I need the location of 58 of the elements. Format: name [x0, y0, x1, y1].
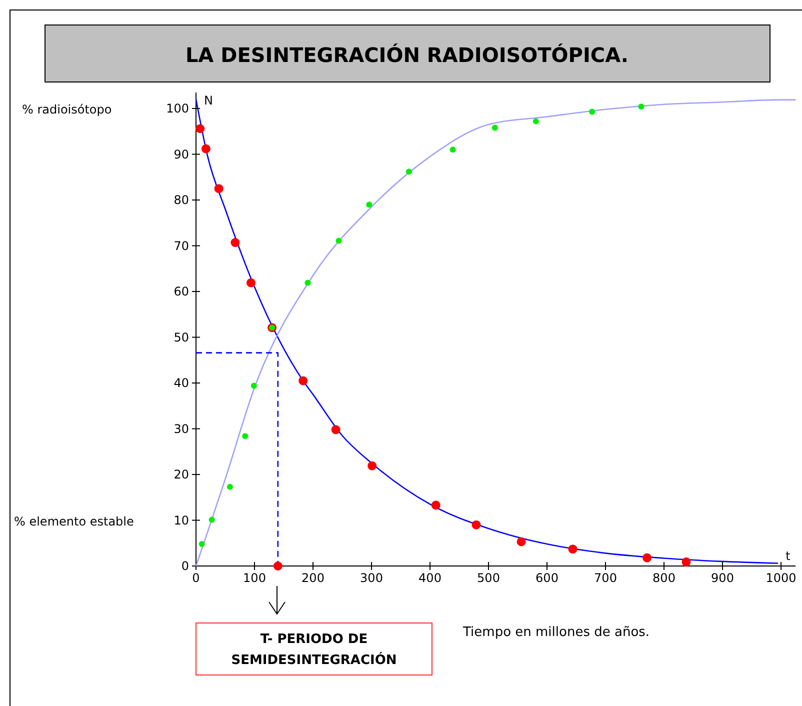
- point: [230, 238, 240, 248]
- point: [298, 376, 308, 386]
- point: [366, 202, 372, 208]
- point: [406, 168, 412, 175]
- chart-title: LA DESINTEGRACIÓN RADIOISOTÓPICA.: [185, 43, 629, 67]
- y-tick-label: 90: [174, 147, 189, 162]
- point: [250, 382, 257, 389]
- x-tick-label: 700: [594, 571, 617, 585]
- point: [246, 278, 256, 288]
- y-tick-label: 20: [174, 468, 189, 482]
- y-tick-label: 10: [174, 513, 189, 528]
- y-tick-label: 100: [166, 102, 189, 116]
- point: [214, 184, 224, 194]
- y-tick-label: 40: [174, 376, 189, 390]
- point: [642, 553, 652, 562]
- y-tick-label: 0: [181, 559, 189, 573]
- point: [201, 144, 210, 154]
- point: [492, 124, 498, 131]
- point: [196, 124, 205, 134]
- point: [226, 484, 233, 490]
- text: % elemento estable: [14, 514, 134, 528]
- point: [472, 520, 481, 530]
- point: [368, 461, 377, 470]
- point: [304, 280, 311, 286]
- x-tick-label: 500: [477, 571, 500, 585]
- point: [431, 500, 440, 510]
- x-tick-label: 0: [192, 571, 200, 585]
- point: [589, 108, 596, 115]
- point: [516, 537, 526, 546]
- y-tick-label: 70: [174, 238, 189, 253]
- point: [208, 516, 215, 523]
- x-tick-label: 200: [302, 571, 324, 585]
- x-tick-label: 900: [711, 571, 734, 585]
- point: [198, 541, 205, 548]
- x-tick-label: 1000: [766, 571, 796, 585]
- y-axis-title: % radioisótopo: [22, 102, 112, 116]
- text: T- PERIODO DE SEMIDESINTEGRACIÓN: [231, 632, 397, 668]
- x-tick-label: 600: [536, 571, 558, 585]
- annotation: N: [204, 93, 213, 108]
- x-tick-label: 100: [243, 571, 266, 585]
- annotation: t: [786, 549, 791, 563]
- y-tick-label: 60: [174, 284, 189, 298]
- point: [242, 433, 248, 440]
- x-tick-label: 800: [652, 571, 676, 585]
- point: [273, 562, 282, 570]
- y-tick-label: 80: [174, 193, 189, 207]
- y-tick-label: 50: [174, 330, 189, 344]
- point: [638, 104, 644, 110]
- point: [682, 557, 691, 566]
- point: [568, 544, 578, 554]
- point: [532, 118, 539, 124]
- point: [331, 425, 340, 434]
- y-tick-label: 30: [174, 422, 189, 436]
- x-axis-title: Tiempo en millones de años.: [462, 625, 650, 640]
- x-tick-label: 300: [360, 571, 383, 585]
- point: [450, 146, 456, 153]
- point: [336, 238, 342, 244]
- x-tick-label: 400: [418, 571, 442, 585]
